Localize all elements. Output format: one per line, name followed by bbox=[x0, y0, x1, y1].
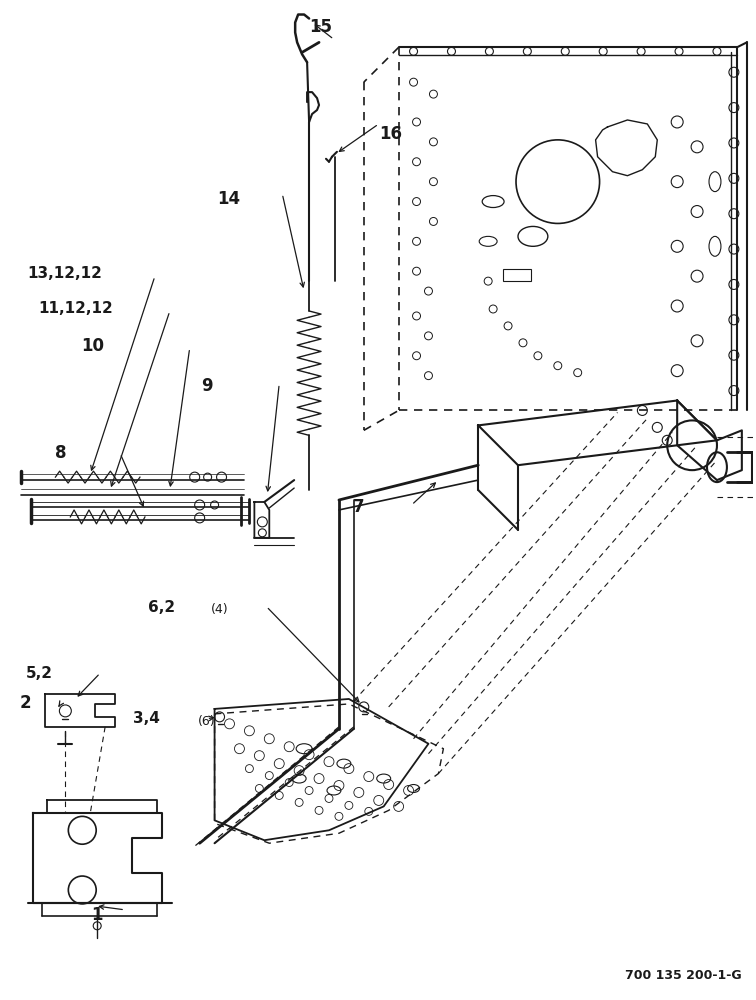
Text: 15: 15 bbox=[309, 18, 332, 36]
Text: 5,2: 5,2 bbox=[26, 666, 53, 681]
Bar bbox=[503, 269, 531, 281]
Text: 8: 8 bbox=[55, 444, 67, 462]
Text: 2: 2 bbox=[20, 694, 31, 712]
Text: 14: 14 bbox=[218, 190, 240, 208]
Text: 11,12,12: 11,12,12 bbox=[39, 301, 113, 316]
Text: 6,2: 6,2 bbox=[148, 600, 175, 615]
Text: 16: 16 bbox=[379, 125, 401, 143]
Text: 3,4: 3,4 bbox=[133, 711, 160, 726]
Text: (4): (4) bbox=[211, 603, 228, 616]
Text: 13,12,12: 13,12,12 bbox=[27, 266, 102, 281]
Text: 1: 1 bbox=[91, 906, 103, 924]
Text: 10: 10 bbox=[82, 337, 104, 355]
Text: 7: 7 bbox=[353, 498, 364, 516]
Text: (6): (6) bbox=[197, 715, 215, 728]
Text: 700 135 200-1-G: 700 135 200-1-G bbox=[624, 969, 742, 982]
Text: 9: 9 bbox=[200, 377, 212, 395]
